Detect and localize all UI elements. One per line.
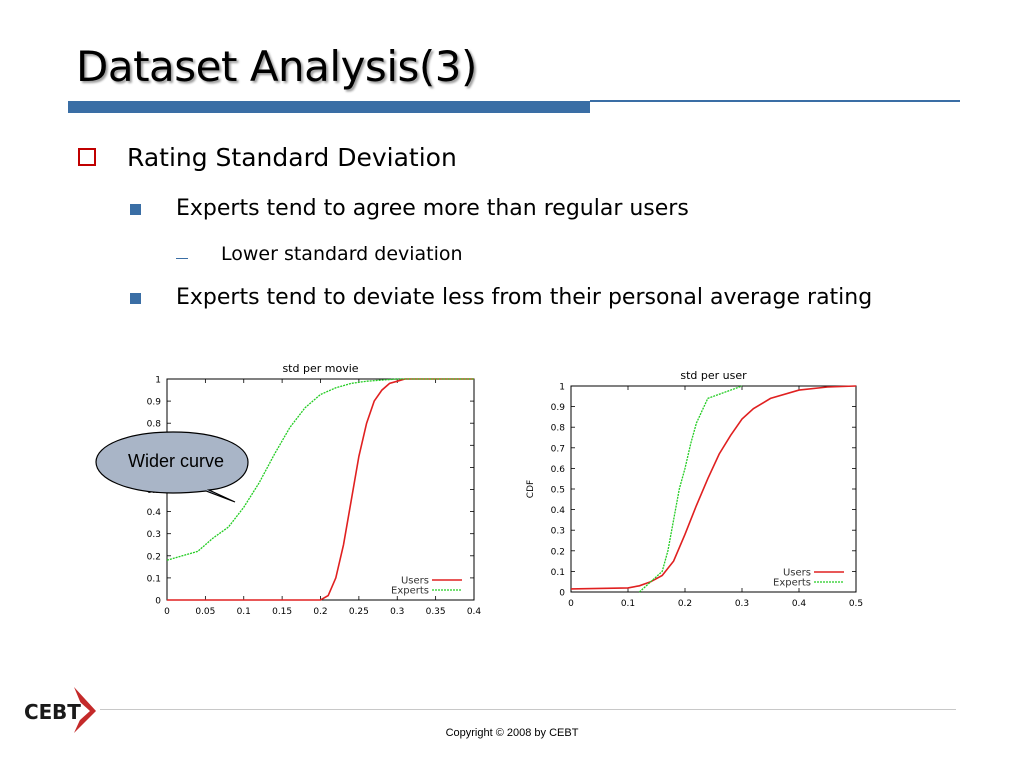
y-axis-label: CDF bbox=[526, 480, 536, 498]
y-tick-label: 0.8 bbox=[147, 420, 162, 430]
legend-label: Users bbox=[783, 568, 811, 579]
x-tick-label: 0.4 bbox=[467, 607, 482, 617]
series-line-experts bbox=[638, 385, 743, 593]
legend-label: Experts bbox=[773, 578, 811, 589]
x-tick-label: 0.35 bbox=[426, 607, 446, 617]
y-tick-label: 0.4 bbox=[551, 506, 566, 516]
x-tick-label: 0.1 bbox=[621, 599, 635, 609]
y-tick-label: 0.5 bbox=[551, 486, 565, 496]
y-tick-label: 0 bbox=[559, 589, 565, 599]
bullet-level2-deviate: Experts tend to deviate less from their … bbox=[176, 285, 873, 310]
speech-bubble-callout bbox=[95, 431, 249, 503]
y-tick-label: 0.9 bbox=[551, 403, 566, 413]
y-tick-label: 0.3 bbox=[551, 527, 565, 537]
legend-label: Users bbox=[401, 576, 429, 587]
y-tick-label: 0.8 bbox=[551, 424, 566, 434]
x-tick-label: 0 bbox=[164, 607, 170, 617]
svg-text:BT: BT bbox=[52, 700, 81, 724]
y-tick-label: 0.9 bbox=[147, 398, 162, 408]
legend-label: Experts bbox=[391, 586, 429, 597]
y-tick-label: 0.2 bbox=[147, 552, 161, 562]
y-tick-label: 0 bbox=[155, 597, 161, 607]
hollow-square-bullet-icon bbox=[78, 148, 96, 166]
y-tick-label: 0.3 bbox=[147, 530, 161, 540]
chart-title: std per movie bbox=[282, 362, 358, 375]
y-tick-label: 0.1 bbox=[551, 568, 565, 578]
y-tick-label: 0.1 bbox=[147, 574, 161, 584]
series-line-users bbox=[570, 385, 857, 590]
y-tick-label: 0.2 bbox=[551, 547, 565, 557]
svg-text:CE: CE bbox=[24, 700, 52, 724]
y-tick-label: 0.4 bbox=[147, 508, 162, 518]
slide-title: Dataset Analysis(3) bbox=[76, 42, 477, 91]
cebt-logo: CE BT bbox=[24, 687, 96, 733]
chart-std-per-user: std per user 0 0.1 0.2 0.3 0.4 0.5 0.6 0.7 0.8 0.9… bbox=[526, 369, 863, 609]
series-line-experts bbox=[166, 378, 474, 561]
chart-title: std per user bbox=[680, 369, 747, 382]
x-tick-label: 0.25 bbox=[349, 607, 369, 617]
title-underline-thin bbox=[590, 100, 960, 102]
x-tick-label: 0.1 bbox=[237, 607, 251, 617]
x-tick-label: 0.05 bbox=[195, 607, 215, 617]
title-underline-thick bbox=[68, 101, 590, 113]
bullet-level3: Lower standard deviation bbox=[221, 243, 463, 265]
plot-frame bbox=[570, 385, 857, 593]
x-tick-label: 0.5 bbox=[849, 599, 863, 609]
y-tick-label: 1 bbox=[559, 383, 565, 393]
x-tick-label: 0 bbox=[568, 599, 574, 609]
bullet-level1: Rating Standard Deviation bbox=[127, 143, 457, 172]
square-bullet-icon bbox=[130, 204, 141, 215]
dash-bullet-icon bbox=[176, 258, 188, 259]
y-tick-label: 0.7 bbox=[551, 444, 565, 454]
x-tick-label: 0.15 bbox=[272, 607, 292, 617]
x-tick-label: 0.2 bbox=[678, 599, 692, 609]
callout-label: Wider curve bbox=[128, 451, 225, 471]
bullet-level2-agree: Experts tend to agree more than regular … bbox=[176, 196, 689, 221]
x-tick-label: 0.4 bbox=[792, 599, 807, 609]
x-tick-label: 0.3 bbox=[735, 599, 749, 609]
footer-divider bbox=[100, 709, 956, 710]
y-tick-label: 1 bbox=[155, 376, 161, 386]
y-tick-label: 0.6 bbox=[551, 465, 566, 475]
x-tick-label: 0.3 bbox=[390, 607, 404, 617]
square-bullet-icon bbox=[130, 293, 141, 304]
x-tick-label: 0.2 bbox=[313, 607, 327, 617]
copyright-notice: Copyright © 2008 by CEBT bbox=[445, 727, 579, 739]
